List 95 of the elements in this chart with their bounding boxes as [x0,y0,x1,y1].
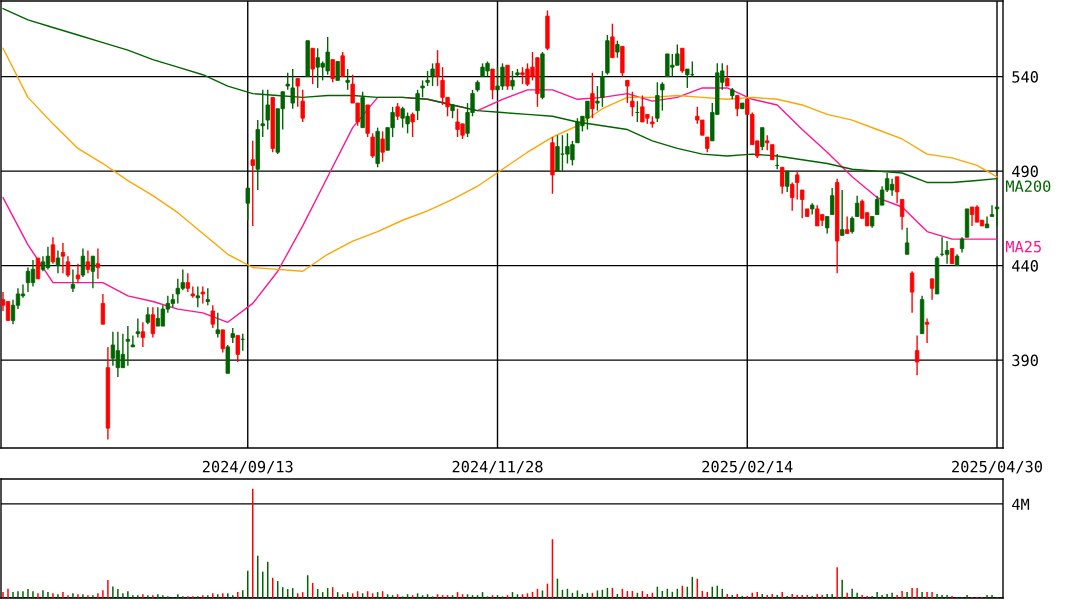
candlestick [600,70,605,108]
candlestick [380,130,385,163]
candlestick [340,51,345,78]
x-tick-label: 2024/11/28 [452,460,543,474]
candlestick [610,22,615,59]
candlestick [140,321,146,348]
candlestick [65,255,71,278]
candlestick [914,334,920,376]
candlestick [335,60,340,82]
candlestick [899,198,905,231]
candlestick [135,317,141,339]
candlestick [790,181,795,212]
candlestick [70,268,76,293]
candlestick [290,68,295,110]
candlestick [95,247,101,280]
x-tick-label: 2025/02/14 [702,460,793,474]
candlestick [250,140,255,227]
candlestick [595,85,600,112]
candlestick [785,170,790,193]
candlestick [50,236,56,265]
candlestick [844,215,850,235]
candlestick [45,246,51,271]
candlestick [245,187,250,221]
candlestick [660,81,665,112]
candlestick [760,126,765,152]
candlestick [435,49,440,87]
candlestick [190,285,195,299]
candlestick [505,64,510,91]
candlestick [685,68,690,89]
x-tick-label: 2024/09/13 [202,460,293,474]
candlestick [430,62,435,87]
candlestick [590,72,595,119]
candlestick [55,249,61,274]
candlestick [800,189,805,220]
candlestick [345,68,350,91]
candlestick [725,64,730,87]
candlestick [795,170,800,201]
candlestick [35,257,41,280]
candlestick [5,300,11,322]
candlestick [295,77,300,108]
series-label: MA25 [1005,240,1041,253]
candlestick [780,166,785,195]
candlestick [265,89,270,131]
candlestick [300,89,305,123]
candlestick [839,189,845,237]
candlestick [929,278,935,301]
candlestick [994,206,1000,227]
candlestick [210,304,215,329]
candlestick [235,334,240,363]
candlestick [90,255,96,289]
candlestick [410,111,415,138]
candlestick [510,70,515,91]
candlestick [260,89,265,138]
y-tick-label: 390 [1012,354,1038,367]
series-label: MA200 [1005,180,1051,192]
candlestick [944,240,950,265]
candlestick [25,266,31,293]
candlestick [625,79,630,104]
candlestick [415,89,420,121]
y-tick-label: 440 [1012,260,1038,272]
candlestick [854,194,860,218]
candlestick [904,227,910,255]
candlestick [989,204,995,218]
candlestick [909,270,915,314]
candlestick [310,47,315,85]
candlestick [125,325,131,367]
candlestick [110,331,116,367]
candlestick [630,91,635,117]
candlestick [370,132,375,159]
candlestick [330,58,335,83]
candlestick [830,187,835,216]
candlestick [195,285,200,308]
candlestick [490,68,495,100]
candlestick [220,329,225,354]
candlestick [100,293,106,325]
candlestick [894,176,900,204]
line-series [2,47,998,272]
candlestick [924,317,930,344]
candlestick [969,206,975,227]
candlestick [30,259,36,288]
candlestick [150,306,156,339]
candlestick [80,247,86,278]
candlestick [735,94,740,117]
candlestick [85,249,91,274]
candlestick [680,47,685,74]
candlestick [60,242,66,274]
x-tick-label: 2025/04/30 [952,460,1043,474]
candlestick [655,81,660,123]
candlestick [75,263,81,284]
candlestick [155,306,161,327]
candlestick [185,272,190,293]
y-tick-label: 490 [1012,165,1038,178]
y-tick-label: 4M [1012,498,1030,510]
candlestick [215,312,220,339]
y-tick-label: 540 [1012,71,1038,83]
